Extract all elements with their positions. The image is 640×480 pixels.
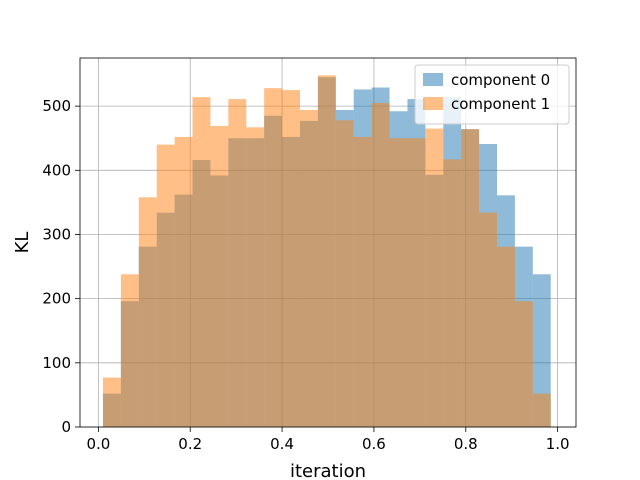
y-tick-label-0: 0 (61, 418, 71, 436)
legend-label-1: component 1 (451, 95, 550, 113)
bar-series1-bin-19 (443, 159, 462, 427)
x-tick-label-1: 0.2 (178, 435, 202, 453)
bar-series1-bin-2 (138, 197, 157, 427)
y-tick-label-5: 500 (42, 97, 71, 115)
legend-box (414, 64, 570, 125)
bar-series0-bin-24 (532, 274, 551, 427)
bar-series1-bin-21 (479, 212, 498, 427)
plot-frame (79, 57, 577, 428)
y-tick-label-4: 400 (42, 161, 71, 179)
bar-series1-bin-12 (317, 75, 336, 427)
bar-series1-bin-11 (299, 109, 318, 428)
axes (79, 57, 577, 428)
bar-series1-bin-24 (532, 393, 551, 427)
bar-series1-bin-23 (514, 301, 533, 427)
bar-series1-bin-8 (246, 127, 265, 427)
bar-series1-bin-4 (174, 136, 193, 428)
legend-label-0: component 0 (451, 71, 550, 89)
bar-series1-bin-13 (335, 120, 354, 428)
bar-series1-bin-18 (425, 128, 444, 427)
legend-swatch-0 (423, 73, 443, 86)
legend-swatch-1 (423, 97, 443, 110)
tick-labels: 0.0 0.2 0.4 0.6 0.8 1.0 0 100 200 300 400 500 (42, 97, 569, 453)
bar-series1-bin-9 (264, 88, 283, 427)
x-tick-label-5: 1.0 (546, 435, 570, 453)
bar-series1-bin-6 (210, 126, 229, 427)
bar-series1-bin-7 (228, 99, 247, 428)
bars (102, 75, 551, 428)
bar-series1-bin-16 (389, 138, 408, 427)
x-tick-label-2: 0.4 (270, 435, 294, 453)
y-tick-label-1: 100 (42, 354, 71, 372)
y-tick-label-2: 200 (42, 290, 71, 308)
x-tick-label-0: 0.0 (86, 435, 110, 453)
bar-series1-bin-3 (156, 144, 175, 428)
bar-series1-bin-22 (497, 246, 515, 427)
x-tick-label-3: 0.6 (362, 435, 386, 453)
legend: component 0 component 1 (414, 64, 570, 125)
x-axis-label: iteration (290, 461, 366, 480)
bar-series1-bin-10 (282, 90, 300, 427)
bar-series1-bin-0 (102, 377, 121, 427)
bar-series1-bin-17 (407, 138, 426, 427)
bar-series1-bin-1 (120, 274, 139, 427)
bar-series1-bin-5 (192, 97, 211, 427)
y-axis-label: KL (12, 232, 33, 254)
bar-series1-bin-15 (371, 102, 390, 427)
bar-series1-bin-14 (353, 136, 372, 428)
y-tick-label-3: 300 (42, 225, 71, 243)
x-tick-label-4: 0.8 (454, 435, 478, 453)
bar-series1-bin-20 (461, 129, 480, 428)
